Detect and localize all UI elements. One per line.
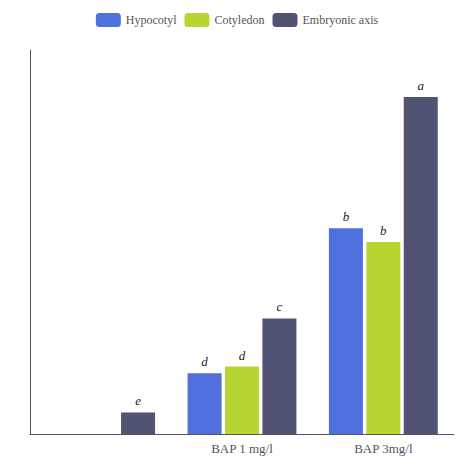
svg-text:Embryonic axis: Embryonic axis [303, 13, 379, 27]
svg-text:d: d [201, 354, 208, 369]
svg-text:d: d [239, 348, 246, 363]
svg-text:b: b [380, 223, 387, 238]
svg-text:e: e [135, 393, 141, 408]
svg-text:a: a [417, 78, 424, 93]
svg-text:BAP 3mg/l: BAP 3mg/l [354, 441, 413, 456]
svg-text:Hypocotyl: Hypocotyl [126, 13, 177, 27]
svg-text:c: c [277, 299, 283, 314]
svg-text:b: b [343, 209, 350, 224]
svg-text:BAP 1 mg/l: BAP 1 mg/l [211, 441, 273, 456]
svg-text:Cotyledon: Cotyledon [215, 13, 265, 27]
